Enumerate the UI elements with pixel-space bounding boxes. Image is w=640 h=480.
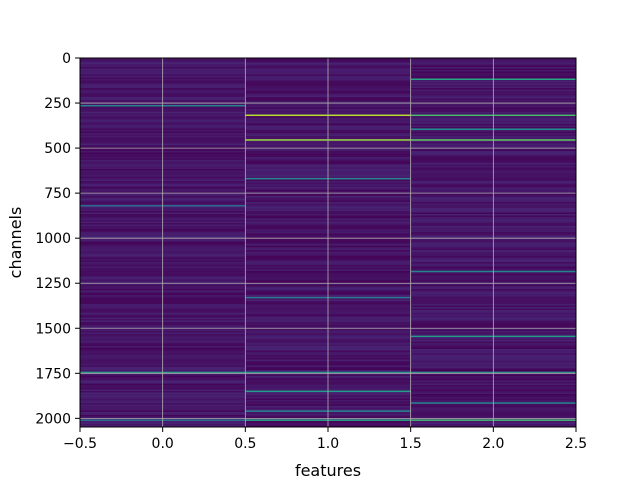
y-axis: 0 250 500 750 1000 1250 1500 1750 2000 [35,51,80,427]
y-tick-label: 1250 [35,276,71,292]
y-tick-label: 0 [62,51,71,67]
x-tick-label: 0.0 [152,436,174,452]
y-axis-label: channels [6,207,25,279]
x-tick-label: 1.0 [317,436,339,452]
x-axis-label: features [295,461,361,480]
y-tick-label: 1500 [35,321,71,337]
y-tick-label: 2000 [35,411,71,427]
x-tick-label: −0.5 [63,436,97,452]
y-tick-label: 750 [44,186,71,202]
y-tick-label: 1000 [35,231,71,247]
x-tick-label: 1.5 [400,436,422,452]
x-tick-label: 2.0 [482,436,504,452]
x-tick-label: 2.5 [565,436,587,452]
y-tick-label: 250 [44,96,71,112]
x-tick-label: 0.5 [234,436,256,452]
y-tick-label: 500 [44,141,71,157]
y-tick-label: 1750 [35,366,71,382]
x-axis: −0.5 0.0 0.5 1.0 1.5 2.0 2.5 [63,427,587,452]
